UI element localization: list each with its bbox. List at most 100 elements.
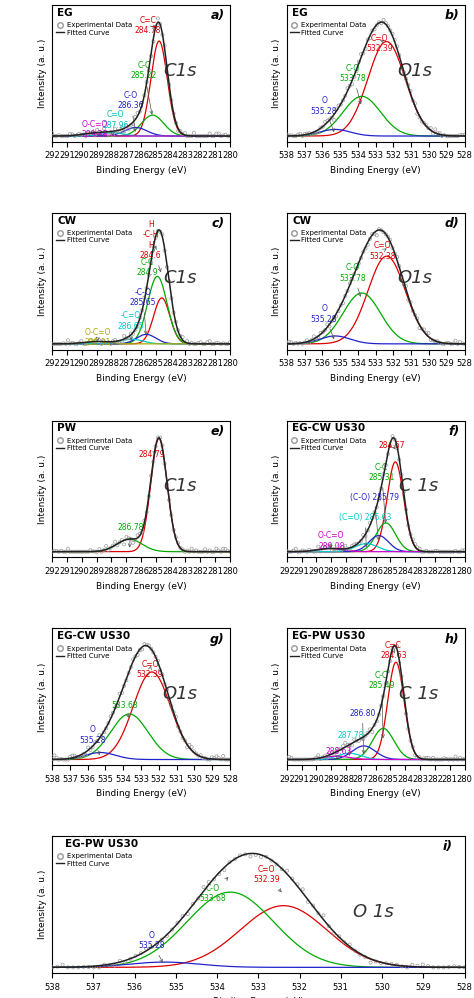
Point <box>454 128 462 144</box>
Point <box>429 544 437 560</box>
Point <box>75 335 83 351</box>
Point <box>380 466 387 482</box>
Point <box>377 223 385 239</box>
Text: C 1s: C 1s <box>399 477 438 495</box>
Point <box>93 544 101 560</box>
Point <box>159 437 166 453</box>
Point <box>87 125 94 141</box>
Point <box>438 335 446 351</box>
Point <box>62 336 69 352</box>
Point <box>120 678 128 694</box>
Text: O
535.28: O 535.28 <box>311 304 337 338</box>
Point <box>71 128 78 144</box>
Point <box>434 751 441 767</box>
Point <box>445 959 453 975</box>
Point <box>407 526 414 542</box>
Point <box>186 544 193 560</box>
Point <box>66 335 74 351</box>
Point <box>102 721 110 737</box>
Point <box>299 543 306 559</box>
Point <box>105 716 112 732</box>
Point <box>384 664 392 680</box>
Point <box>100 725 108 741</box>
Point <box>66 748 74 764</box>
Text: EG-PW US30: EG-PW US30 <box>292 631 365 642</box>
Point <box>190 336 198 352</box>
Point <box>294 335 302 351</box>
Point <box>339 295 347 311</box>
Point <box>98 544 105 560</box>
Point <box>161 38 168 54</box>
Point <box>107 709 114 725</box>
Point <box>73 544 81 560</box>
Point <box>431 333 439 349</box>
Point <box>443 128 450 144</box>
Point <box>246 848 254 864</box>
Point <box>136 642 144 658</box>
Point <box>199 750 207 766</box>
Point <box>366 30 374 46</box>
Point <box>80 747 87 762</box>
Point <box>353 63 360 79</box>
Point <box>168 92 175 108</box>
Point <box>120 536 128 552</box>
Point <box>71 544 78 560</box>
Point <box>398 60 405 76</box>
Point <box>393 39 401 55</box>
Point <box>134 105 141 121</box>
Point <box>332 744 340 759</box>
Point <box>335 742 342 757</box>
Point <box>161 243 168 258</box>
Point <box>57 128 65 144</box>
Point <box>382 676 390 692</box>
Point <box>116 686 123 702</box>
Point <box>422 325 430 341</box>
Point <box>161 456 168 472</box>
Point <box>292 751 300 767</box>
Text: O1s: O1s <box>397 269 432 287</box>
Point <box>118 685 126 701</box>
Point <box>64 541 72 557</box>
Point <box>170 304 177 320</box>
Point <box>210 871 218 887</box>
Point <box>138 524 146 540</box>
Point <box>132 321 139 337</box>
Point <box>219 128 227 144</box>
Point <box>199 128 207 144</box>
Point <box>206 126 213 142</box>
Point <box>186 128 193 144</box>
Point <box>132 948 139 964</box>
Point <box>87 742 94 757</box>
Point <box>413 106 421 122</box>
Point <box>156 429 164 445</box>
Point <box>391 639 399 655</box>
Point <box>188 740 195 755</box>
Point <box>201 750 209 766</box>
Point <box>299 751 306 767</box>
Point <box>217 336 225 352</box>
Point <box>55 544 63 560</box>
Point <box>192 543 200 559</box>
Point <box>404 518 412 534</box>
Point <box>114 124 121 140</box>
Point <box>153 936 160 952</box>
Point <box>344 80 351 96</box>
Point <box>337 97 345 113</box>
Point <box>84 740 92 755</box>
Point <box>75 748 83 764</box>
Point <box>179 730 186 746</box>
Point <box>64 751 72 767</box>
Y-axis label: Intensity (a. u.): Intensity (a. u.) <box>272 662 281 732</box>
Point <box>87 332 94 348</box>
Point <box>461 336 468 352</box>
Point <box>215 126 222 142</box>
Point <box>172 709 180 725</box>
Point <box>179 329 186 345</box>
Point <box>78 127 85 143</box>
Point <box>96 124 103 140</box>
Point <box>375 707 383 723</box>
Text: 533.68: 533.68 <box>112 701 138 717</box>
Point <box>287 128 295 144</box>
Point <box>177 724 184 740</box>
Point <box>143 637 150 653</box>
